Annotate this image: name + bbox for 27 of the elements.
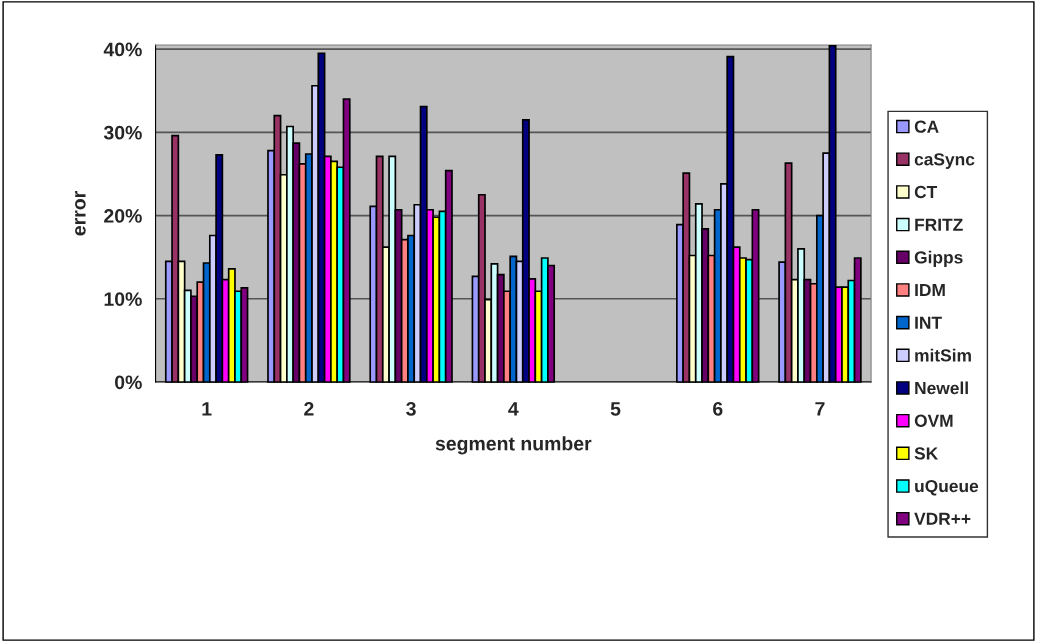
legend-label: Gipps xyxy=(914,250,963,267)
y-tick-label: 40% xyxy=(103,42,142,57)
y-tick-label: 10% xyxy=(104,292,142,306)
x-axis-title: segment number xyxy=(435,436,592,455)
legend-label: IDM xyxy=(915,284,945,297)
x-tick-label: 2 xyxy=(304,401,314,416)
y-tick-label: 30% xyxy=(103,125,142,140)
y-tick-label: 0% xyxy=(115,375,142,390)
y-tick-label: 20% xyxy=(104,209,142,223)
legend-label: CT xyxy=(914,185,938,199)
y-axis-title: error xyxy=(75,191,86,236)
legend-label: FRITZ xyxy=(915,218,963,231)
x-tick-label: 6 xyxy=(713,401,723,416)
legend-label: mitSim xyxy=(915,348,971,362)
legend-label: CA xyxy=(914,120,939,133)
legend-label: OVM xyxy=(914,414,953,427)
x-tick-label: 4 xyxy=(508,402,519,416)
legend-label: Newell xyxy=(915,381,968,395)
legend-label: VDR++ xyxy=(914,512,971,525)
x-tick-label: 3 xyxy=(406,401,416,416)
legend-label: SK xyxy=(914,447,939,460)
legend-label: INT xyxy=(915,316,942,329)
legend-label: uQueue xyxy=(915,479,979,496)
x-tick-label: 5 xyxy=(610,402,621,416)
x-tick-label: 7 xyxy=(815,402,825,416)
legend-label: caSync xyxy=(914,153,975,169)
x-tick-label: 1 xyxy=(202,402,212,416)
